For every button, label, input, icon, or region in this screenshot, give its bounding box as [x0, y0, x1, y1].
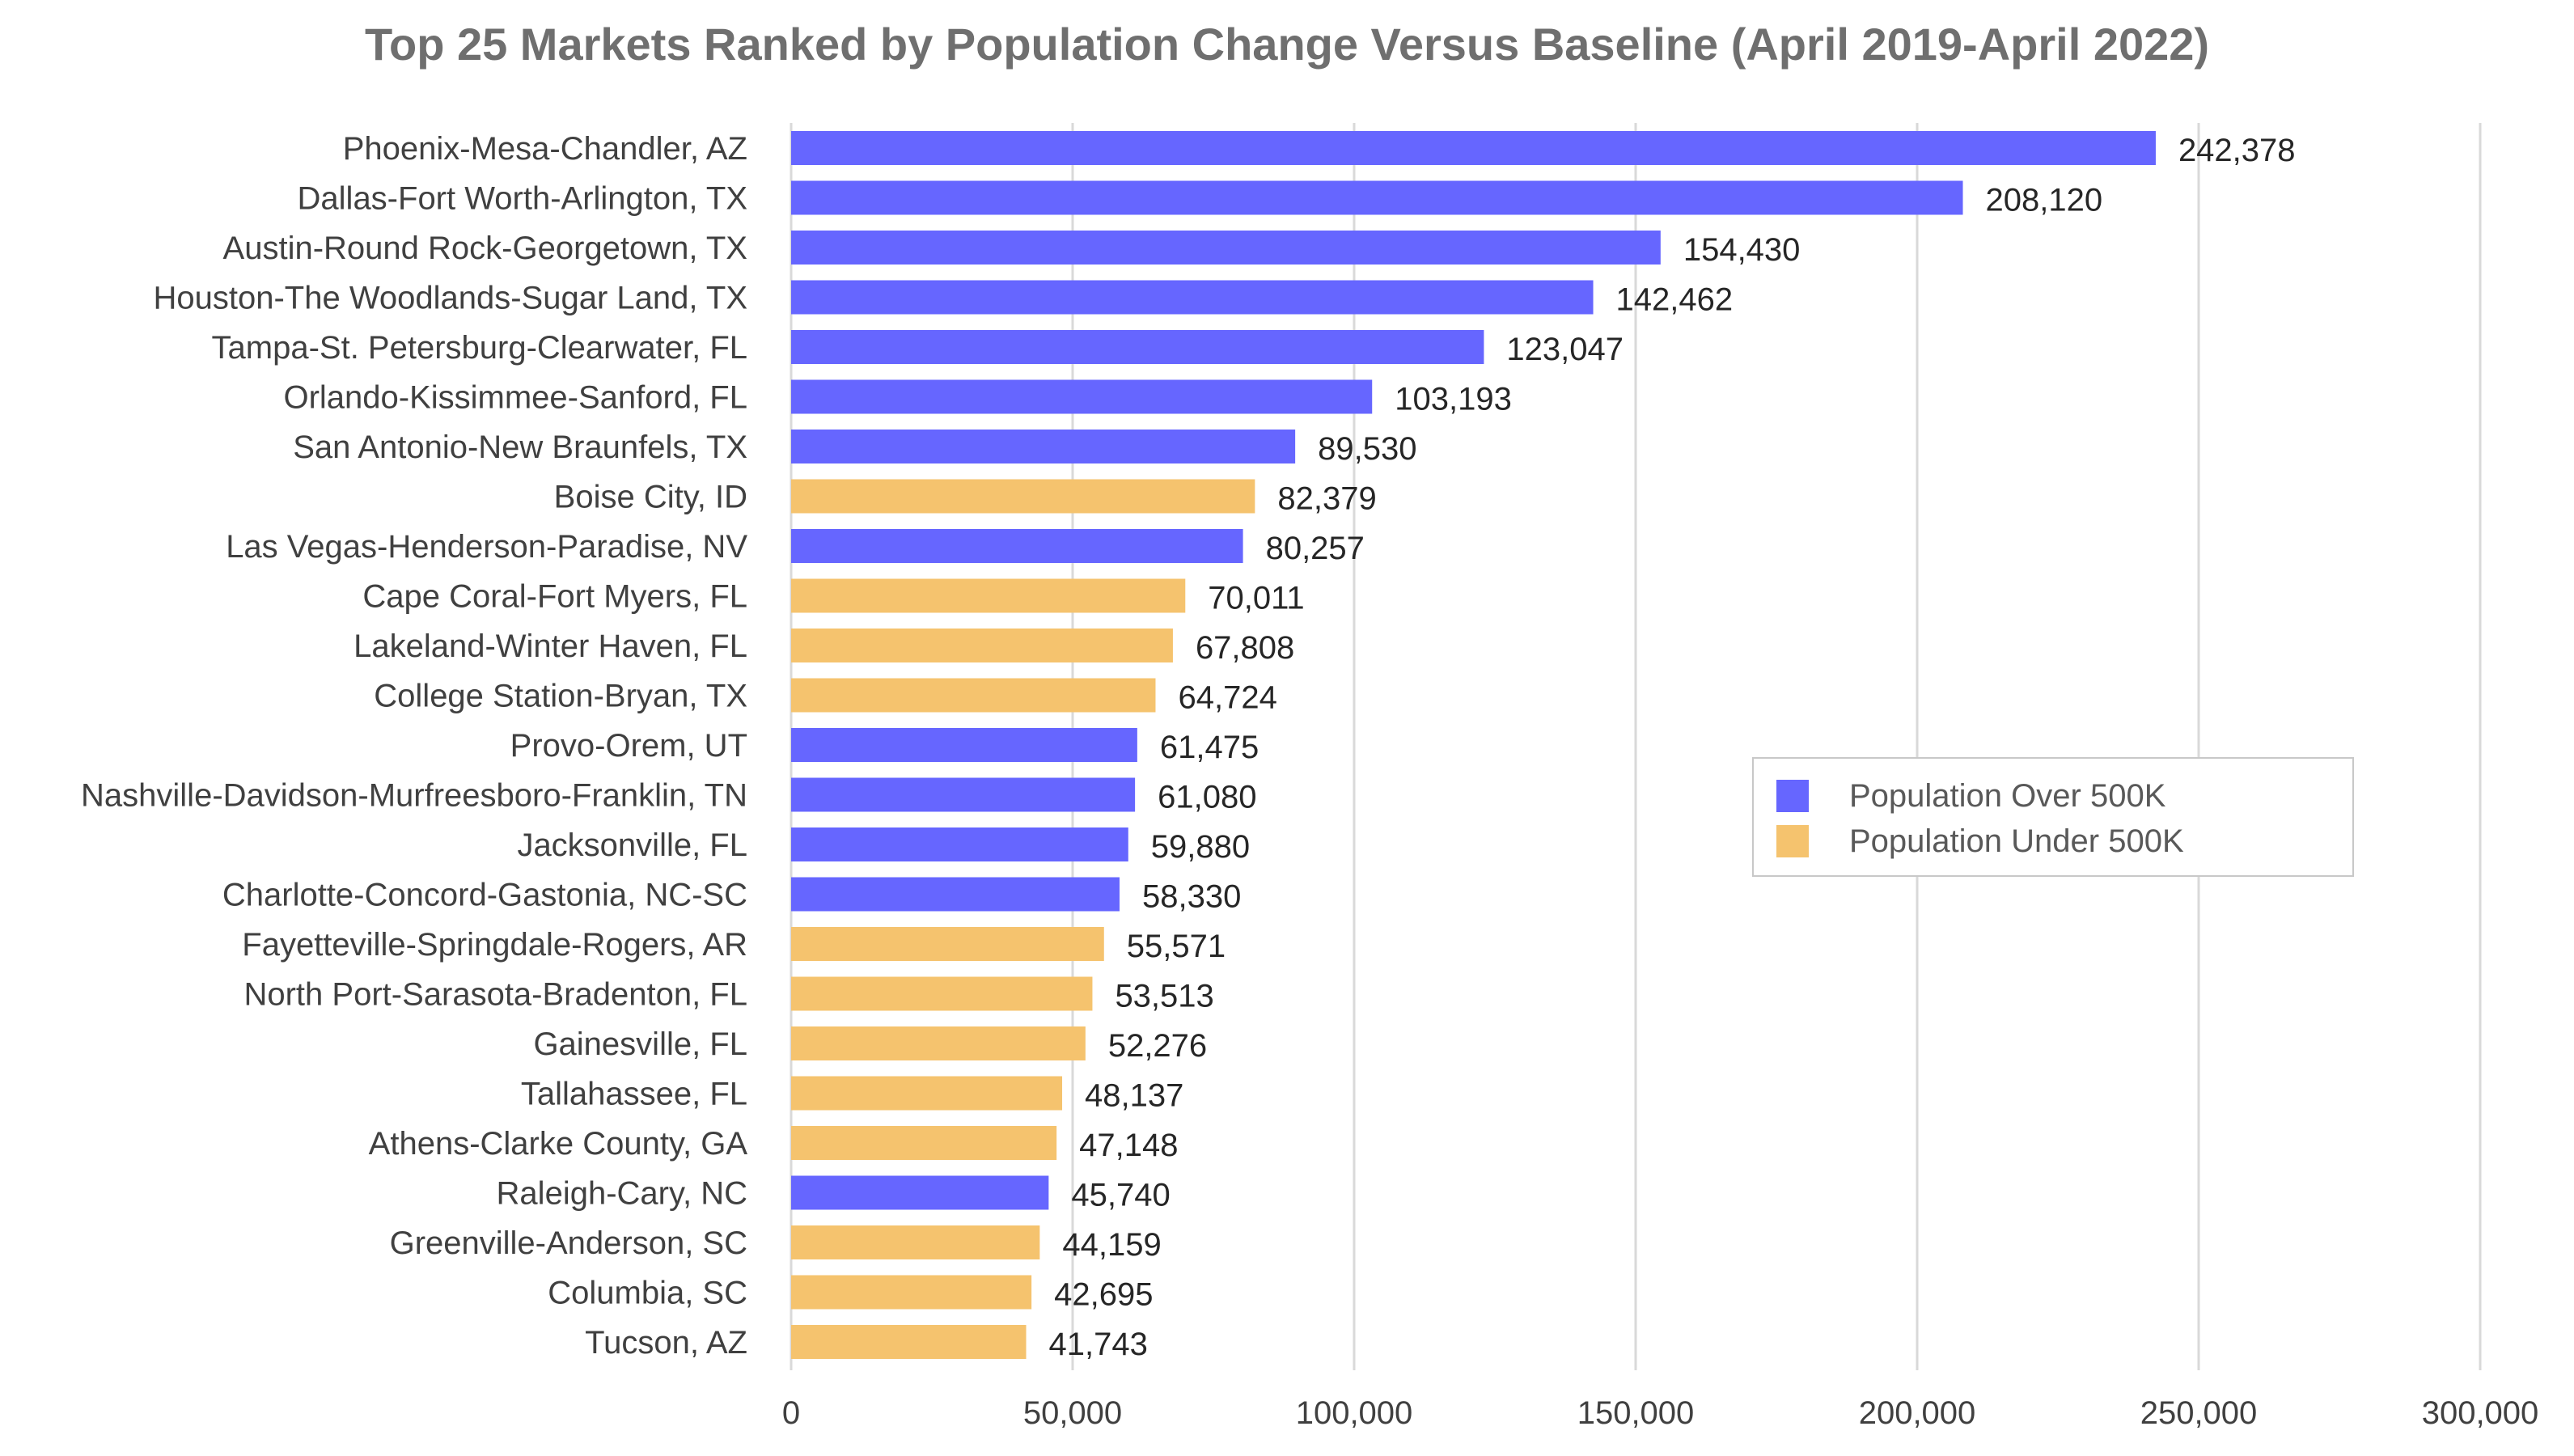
x-tick-label-0: 0 — [782, 1395, 800, 1431]
data-label-18: 53,513 — [1115, 979, 1213, 1014]
x-tick-label-3: 150,000 — [1577, 1395, 1695, 1431]
data-label-9: 80,257 — [1266, 531, 1365, 566]
bar-17 — [791, 927, 1104, 961]
category-label-23: Greenville-Anderson, SC — [390, 1225, 747, 1261]
data-label-19: 52,276 — [1108, 1028, 1207, 1064]
category-label-15: Jacksonville, FL — [517, 827, 747, 863]
bar-1 — [791, 131, 2156, 165]
data-label-7: 89,530 — [1318, 431, 1416, 467]
bar-9 — [791, 529, 1243, 563]
category-label-2: Dallas-Fort Worth-Arlington, TX — [298, 181, 747, 217]
data-label-1: 242,378 — [2178, 133, 2296, 168]
bar-6 — [791, 379, 1373, 414]
bar-12 — [791, 678, 1156, 713]
bar-5 — [791, 330, 1484, 364]
data-label-12: 64,724 — [1178, 680, 1276, 716]
data-label-15: 59,880 — [1151, 829, 1250, 865]
data-label-13: 61,475 — [1160, 730, 1259, 765]
category-label-19: Gainesville, FL — [533, 1026, 747, 1062]
category-label-12: College Station-Bryan, TX — [374, 679, 747, 714]
category-label-11: Lakeland-Winter Haven, FL — [354, 629, 747, 664]
category-label-16: Charlotte-Concord-Gastonia, NC-SC — [222, 878, 747, 913]
category-label-6: Orlando-Kissimmee-Sanford, FL — [283, 380, 747, 416]
data-label-23: 44,159 — [1062, 1227, 1161, 1263]
bar-19 — [791, 1026, 1086, 1060]
category-label-4: Houston-The Woodlands-Sugar Land, TX — [153, 281, 747, 316]
bar-22 — [791, 1175, 1049, 1210]
bar-24 — [791, 1275, 1032, 1310]
category-label-9: Las Vegas-Henderson-Paradise, NV — [226, 529, 747, 565]
data-label-22: 45,740 — [1071, 1178, 1170, 1213]
legend-item-over-500k: Population Over 500K — [1776, 778, 2165, 814]
bar-25 — [791, 1325, 1027, 1359]
category-label-5: Tampa-St. Petersburg-Clearwater, FL — [212, 330, 747, 366]
data-label-10: 70,011 — [1208, 581, 1304, 616]
category-label-10: Cape Coral-Fort Myers, FL — [362, 579, 747, 615]
data-label-16: 58,330 — [1142, 879, 1241, 915]
category-label-25: Tucson, AZ — [585, 1325, 747, 1361]
category-label-17: Fayetteville-Springdale-Rogers, AR — [242, 927, 747, 963]
data-label-17: 55,571 — [1127, 929, 1226, 964]
category-label-13: Provo-Orem, UT — [510, 728, 747, 764]
category-label-1: Phoenix-Mesa-Chandler, AZ — [343, 131, 747, 167]
bar-3 — [791, 231, 1661, 265]
x-tick-label-5: 250,000 — [2140, 1395, 2258, 1431]
bar-15 — [791, 827, 1128, 861]
bar-14 — [791, 777, 1136, 812]
legend-item-under-500k: Population Under 500K — [1776, 823, 2184, 859]
bar-8 — [791, 479, 1255, 514]
data-label-5: 123,047 — [1506, 332, 1624, 367]
bar-2 — [791, 180, 1963, 215]
data-label-21: 47,148 — [1079, 1128, 1178, 1163]
bar-16 — [791, 877, 1120, 912]
bar-4 — [791, 280, 1594, 315]
category-label-14: Nashville-Davidson-Murfreesboro-Franklin… — [81, 778, 747, 814]
data-label-20: 48,137 — [1085, 1078, 1183, 1114]
data-label-2: 208,120 — [1986, 183, 2103, 218]
x-tick-label-2: 100,000 — [1296, 1395, 1413, 1431]
x-tick-label-4: 200,000 — [1859, 1395, 1976, 1431]
data-label-11: 67,808 — [1196, 630, 1294, 666]
data-label-4: 142,462 — [1616, 282, 1734, 318]
bar-18 — [791, 976, 1093, 1011]
data-label-25: 41,743 — [1049, 1327, 1148, 1362]
legend: Population Over 500K Population Under 50… — [1752, 757, 2354, 877]
bar-10 — [791, 578, 1186, 613]
category-label-21: Athens-Clarke County, GA — [369, 1126, 748, 1162]
data-label-24: 42,695 — [1054, 1277, 1153, 1313]
bar-23 — [791, 1225, 1040, 1259]
category-label-3: Austin-Round Rock-Georgetown, TX — [223, 231, 747, 266]
bar-13 — [791, 728, 1137, 762]
chart-title: Top 25 Markets Ranked by Population Chan… — [364, 19, 2210, 70]
category-label-22: Raleigh-Cary, NC — [497, 1176, 747, 1212]
data-label-6: 103,193 — [1395, 382, 1512, 417]
data-label-8: 82,379 — [1277, 481, 1376, 517]
data-label-14: 61,080 — [1158, 780, 1256, 815]
category-label-24: Columbia, SC — [548, 1276, 747, 1311]
category-label-8: Boise City, ID — [554, 480, 747, 515]
legend-swatch-over-500k — [1776, 780, 1809, 812]
bar-7 — [791, 430, 1296, 463]
x-tick-label-6: 300,000 — [2422, 1395, 2539, 1431]
category-label-20: Tallahassee, FL — [521, 1077, 747, 1112]
legend-label-under-500k: Population Under 500K — [1849, 823, 2184, 859]
x-tick-label-1: 50,000 — [1023, 1395, 1122, 1431]
bar-11 — [791, 629, 1173, 662]
category-label-18: North Port-Sarasota-Bradenton, FL — [243, 977, 747, 1013]
bar-20 — [791, 1076, 1063, 1111]
legend-swatch-under-500k — [1776, 825, 1809, 857]
legend-label-over-500k: Population Over 500K — [1849, 777, 2166, 814]
data-label-3: 154,430 — [1683, 232, 1801, 268]
bar-21 — [791, 1126, 1057, 1160]
category-label-7: San Antonio-New Braunfels, TX — [293, 430, 747, 465]
